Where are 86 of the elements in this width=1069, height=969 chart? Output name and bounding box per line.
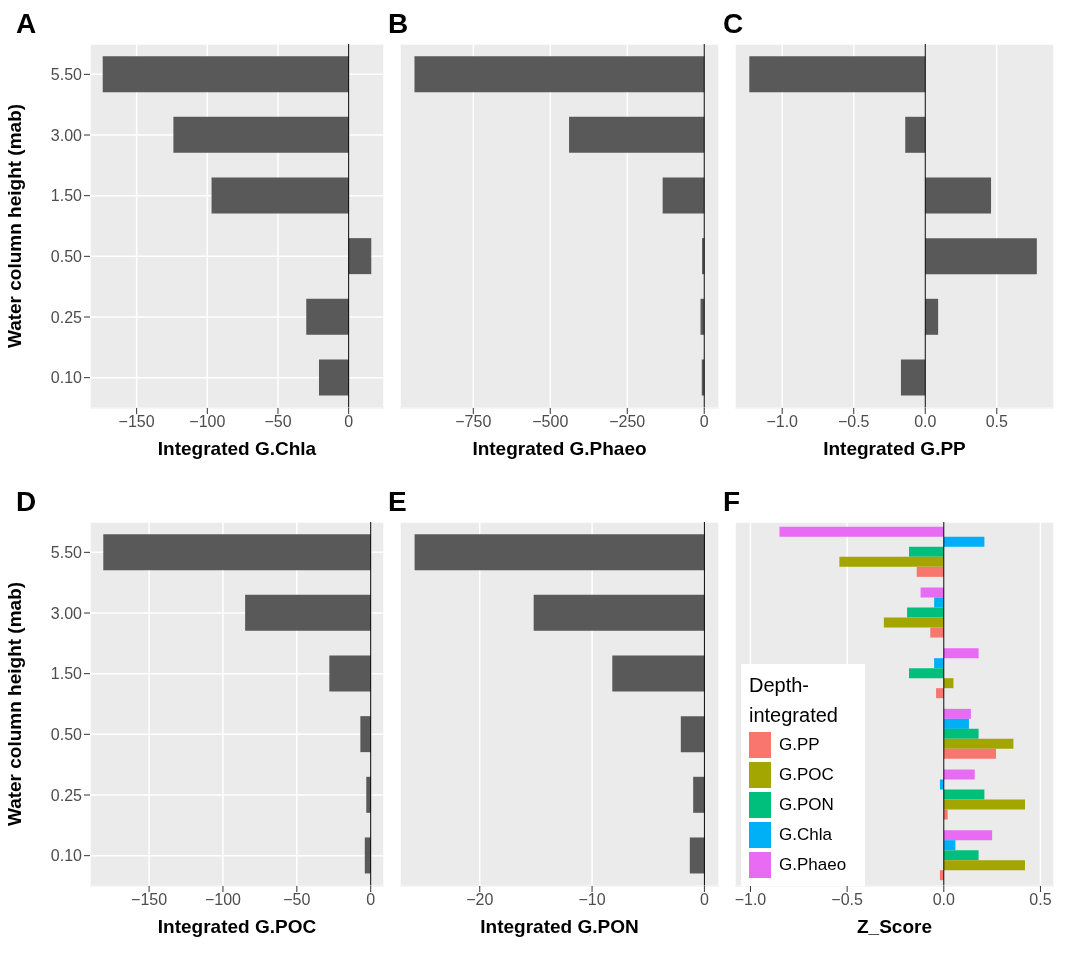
chart-title: A: [16, 8, 37, 40]
x-tick-label: −750: [455, 413, 492, 431]
bar: [925, 177, 992, 214]
legend-label: G.POC: [779, 765, 834, 785]
y-tick-label: 3.00: [50, 126, 83, 144]
y-tick-label: 0.50: [50, 248, 83, 266]
y-tick-label: 5.50: [50, 66, 83, 84]
bar: [916, 566, 944, 577]
x-tick-label: −250: [609, 413, 646, 431]
bar: [943, 840, 956, 851]
bar: [943, 678, 954, 689]
x-tick-label: −10: [578, 891, 606, 909]
chart-title: D: [16, 486, 37, 518]
chart-title: B: [388, 8, 409, 40]
bar: [943, 809, 948, 820]
x-tick-label: −20: [466, 891, 494, 909]
bar: [943, 769, 975, 780]
x-tick-label: −100: [189, 413, 226, 431]
bar: [943, 708, 971, 719]
x-tick-label: 0.5: [985, 413, 1008, 431]
x-axis-title: Integrated G.PP: [822, 438, 967, 460]
bar: [943, 860, 1025, 871]
x-tick-label: −1.0: [734, 891, 767, 909]
y-tick-label: 5.50: [50, 544, 83, 562]
legend-label: G.Phaeo: [779, 855, 847, 875]
y-tick-label: 1.50: [50, 187, 83, 205]
bar: [925, 298, 939, 335]
y-tick-label: 0.25: [50, 308, 83, 326]
x-tick-label: −100: [204, 891, 242, 909]
chart-title: F: [723, 486, 741, 518]
bar: [943, 830, 993, 841]
bar: [943, 799, 1025, 810]
x-tick-label: −0.5: [831, 891, 864, 909]
bar: [943, 789, 985, 800]
bar: [934, 658, 944, 669]
bar: [943, 738, 1014, 749]
bar: [930, 627, 944, 638]
bar: [934, 597, 944, 608]
x-tick-label: 0.5: [1029, 891, 1052, 909]
x-tick-label: −1.0: [766, 413, 799, 431]
legend-label: G.PON: [779, 795, 834, 815]
bar: [909, 546, 944, 557]
x-tick-label: 0: [699, 891, 709, 909]
x-axis-title: Z_Score: [856, 916, 933, 938]
x-tick-label: −150: [118, 413, 155, 431]
bar: [905, 116, 926, 153]
bar: [943, 748, 996, 759]
legend-title: Depth-integrated: [749, 673, 839, 728]
bar: [943, 648, 979, 659]
y-tick-label: 0.10: [50, 847, 83, 865]
x-tick-label: −0.5: [837, 413, 870, 431]
x-tick-label: 0.0: [932, 891, 956, 909]
bar: [907, 607, 944, 618]
x-tick-label: −150: [131, 891, 168, 909]
y-tick-label: 0.50: [50, 726, 83, 744]
chart-title: E: [388, 486, 407, 518]
x-tick-label: −50: [283, 891, 311, 909]
legend-label: G.PP: [779, 735, 820, 755]
bar: [749, 56, 926, 93]
x-tick-label: −50: [264, 413, 292, 431]
x-tick-label: −500: [532, 413, 569, 431]
x-axis-title: Integrated G.Chla: [156, 438, 318, 460]
bar: [883, 617, 944, 628]
bar: [920, 587, 944, 598]
bar: [943, 536, 985, 547]
x-axis-title: Integrated G.PON: [479, 916, 640, 938]
bar: [909, 668, 944, 679]
x-axis-title: Integrated G.Phaeo: [471, 438, 648, 460]
bar: [839, 556, 944, 567]
x-tick-label: 0.0: [914, 413, 937, 431]
y-tick-label: 1.50: [50, 665, 83, 683]
x-axis-title: Integrated G.POC: [156, 916, 318, 938]
y-tick-label: 0.25: [50, 786, 83, 804]
bar: [779, 526, 944, 537]
y-tick-label: 0.10: [50, 369, 83, 387]
x-tick-label: 0: [699, 413, 709, 431]
legend-label: G.Chla: [779, 825, 832, 845]
bar: [900, 359, 926, 396]
x-tick-label: 0: [344, 413, 354, 431]
x-tick-label: 0: [366, 891, 376, 909]
bar: [943, 728, 979, 739]
bar: [943, 850, 979, 861]
bar: [925, 238, 1037, 275]
chart-title: C: [723, 8, 744, 40]
bar: [943, 718, 969, 729]
y-tick-label: 3.00: [50, 604, 83, 622]
